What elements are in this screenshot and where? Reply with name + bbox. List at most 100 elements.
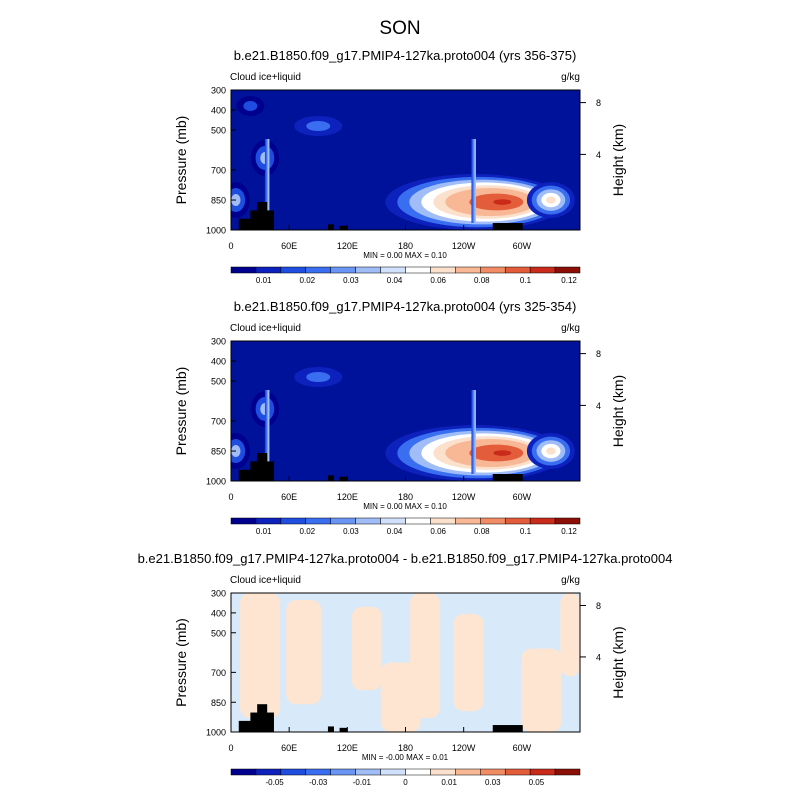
colorbar-label: 0.04: [387, 527, 403, 536]
colorbar-swatch: [554, 768, 581, 776]
topography-4: [327, 224, 334, 230]
colorbar-swatch: [529, 517, 556, 525]
x-tick-label: 60E: [281, 241, 297, 251]
colorbar-swatch: [330, 517, 356, 525]
topography-6: [492, 474, 523, 481]
colorbar-swatch: [255, 266, 282, 274]
colorbar-swatch: [554, 266, 581, 274]
positive-region-6: [521, 648, 562, 732]
colorbar-label: 0.01: [256, 527, 272, 536]
colorbar-label: 0.01: [256, 276, 272, 285]
units-label: g/kg: [561, 575, 580, 586]
colorbar-swatch: [255, 768, 282, 776]
topography-2: [257, 453, 268, 481]
y2-tick-label: 4: [596, 401, 601, 411]
data-field: [231, 90, 580, 230]
colorbar-swatch: [330, 266, 356, 274]
y-tick-label: 400: [211, 608, 226, 618]
colorbar-label: -0.03: [309, 778, 328, 787]
colorbar-swatch: [280, 768, 307, 776]
topography-0: [238, 720, 251, 732]
x-tick-label: 60W: [513, 743, 532, 753]
y-tick-label: 500: [211, 377, 226, 387]
topography-1: [250, 461, 261, 481]
colorbar-swatch: [380, 517, 406, 525]
topography-6: [492, 223, 523, 230]
y2-tick-label: 8: [596, 98, 601, 108]
colorbar-swatch: [305, 768, 331, 776]
positive-region-0: [240, 593, 281, 719]
y-tick-label: 850: [211, 196, 226, 206]
topography-5: [339, 225, 348, 230]
panel-3: b.e21.B1850.f09_g17.PMIP4-127ka.proto004…: [138, 551, 673, 787]
colorbar-swatch: [355, 517, 381, 525]
colorbar-label: 0.12: [561, 276, 577, 285]
topography-5: [339, 727, 348, 732]
colorbar-swatch: [255, 517, 282, 525]
positive-region-7: [560, 593, 580, 677]
x-tick-label: 120E: [337, 492, 358, 502]
min-max-stats: MIN = 0.00 MAX = 0.10: [363, 502, 447, 511]
colorbar-label: 0.01: [441, 778, 457, 787]
colorbar-label: 0.03: [485, 778, 501, 787]
data-field: [231, 593, 580, 732]
colorbar-swatch: [455, 266, 481, 274]
colorbar-label: 0.05: [529, 778, 545, 787]
x-tick-label: 60E: [281, 743, 297, 753]
y-tick-label: 850: [211, 698, 226, 708]
y-tick-label: 500: [211, 126, 226, 136]
colorbar-label: -0.01: [353, 778, 372, 787]
positive-region-5: [453, 613, 484, 712]
colorbar-swatch: [554, 517, 581, 525]
colorbar-swatch: [480, 517, 506, 525]
colorbar-swatch: [480, 266, 506, 274]
streak-0-3: [267, 139, 270, 223]
y-tick-label: 1000: [206, 477, 226, 487]
colorbar-swatch: [355, 266, 381, 274]
x-tick-label: 120W: [452, 743, 476, 753]
x-tick-label: 0: [228, 743, 233, 753]
feature-5-level-1: [243, 101, 258, 112]
topography-4: [327, 726, 334, 732]
units-label: g/kg: [561, 323, 580, 334]
colorbar-swatch: [504, 768, 531, 776]
colorbar-swatch: [430, 517, 456, 525]
y2-axis-label: Height (km): [610, 375, 626, 447]
colorbar-label: 0.1: [520, 276, 532, 285]
topography-1: [250, 712, 261, 732]
data-field: [231, 341, 580, 481]
colorbar-swatch: [305, 266, 331, 274]
y2-tick-label: 8: [596, 349, 601, 359]
colorbar-swatch: [405, 768, 431, 776]
y-axis-label: Pressure (mb): [173, 116, 189, 205]
x-tick-label: 120E: [337, 241, 358, 251]
y-tick-label: 700: [211, 668, 226, 678]
x-tick-label: 0: [228, 241, 233, 251]
y2-tick-label: 8: [596, 601, 601, 611]
colorbar-label: 0.02: [300, 527, 316, 536]
colorbar-label: 0.08: [474, 276, 490, 285]
x-tick-label: 60W: [513, 492, 532, 502]
topography-0: [238, 218, 251, 230]
y-tick-label: 700: [211, 165, 226, 175]
x-tick-label: 180: [398, 492, 413, 502]
feature-0-level-9: [493, 450, 512, 456]
colorbar-swatch: [280, 266, 307, 274]
min-max-stats: MIN = 0.00 MAX = 0.10: [363, 251, 447, 260]
feature-0-level-9: [493, 199, 512, 205]
topography-0: [238, 469, 251, 481]
y-tick-label: 300: [211, 337, 226, 347]
y-tick-label: 1000: [206, 226, 226, 236]
colorbar-label: 0.06: [430, 276, 446, 285]
colorbar-swatch: [380, 768, 406, 776]
colorbar-swatch: [405, 266, 431, 274]
streak-0-3: [267, 390, 270, 474]
positive-region-4: [409, 593, 440, 719]
colorbar-swatch: [480, 768, 506, 776]
figure-title: SON: [379, 18, 420, 39]
topography-2: [257, 202, 268, 230]
colorbar-swatch: [330, 768, 356, 776]
x-tick-label: 120W: [452, 241, 476, 251]
colorbar-label: 0.06: [430, 527, 446, 536]
